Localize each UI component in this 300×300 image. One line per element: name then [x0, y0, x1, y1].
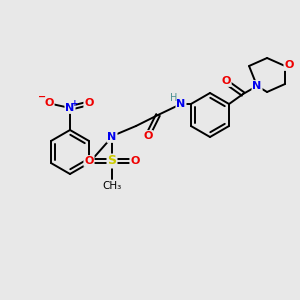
Text: O: O: [284, 60, 294, 70]
Text: N: N: [107, 132, 117, 142]
Text: O: O: [44, 98, 54, 108]
Text: +: +: [71, 98, 79, 107]
Text: CH₃: CH₃: [102, 181, 122, 191]
Text: O: O: [130, 156, 140, 166]
Text: H: H: [170, 93, 178, 103]
Text: S: S: [107, 154, 116, 167]
Text: N: N: [252, 81, 262, 91]
Text: N: N: [176, 99, 186, 109]
Text: O: O: [143, 131, 153, 141]
Text: O: O: [221, 76, 231, 86]
Text: O: O: [84, 156, 94, 166]
Text: −: −: [38, 92, 46, 102]
Text: O: O: [84, 98, 94, 108]
Text: N: N: [65, 103, 75, 113]
